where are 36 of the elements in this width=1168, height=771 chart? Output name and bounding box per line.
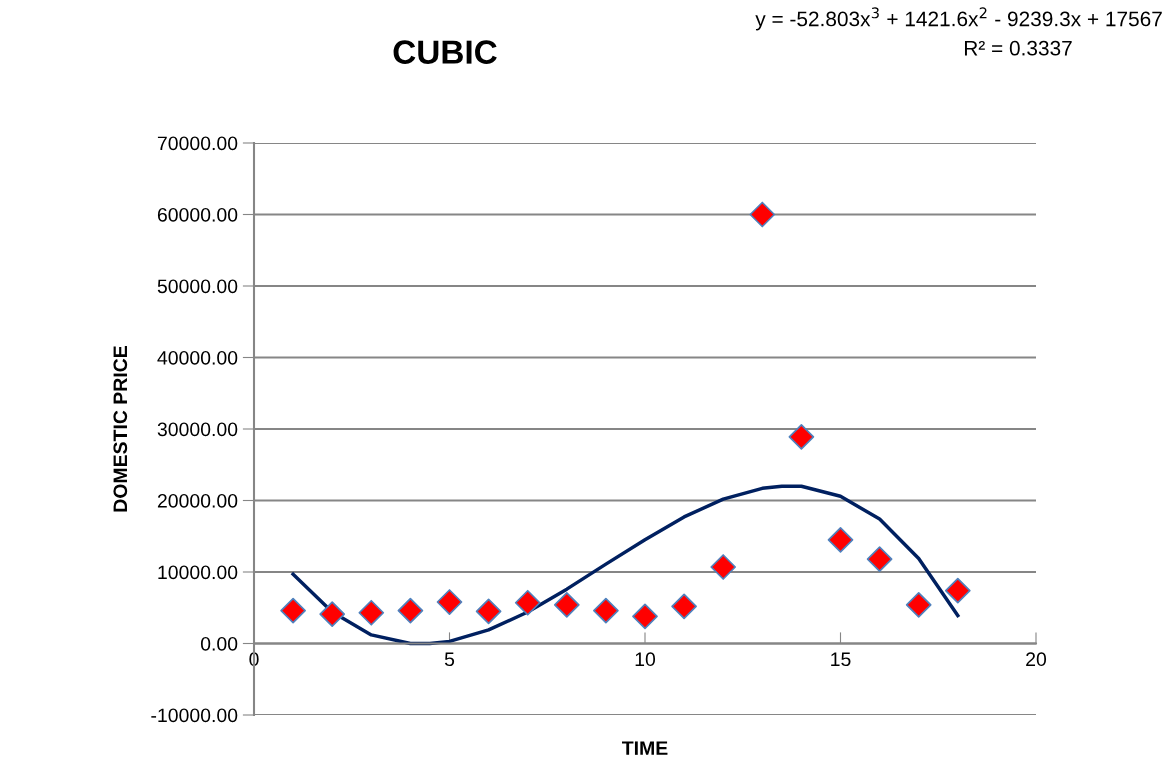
- x-tick-label: 10: [635, 652, 656, 667]
- point: [710, 554, 737, 580]
- point: [866, 546, 893, 572]
- x-tick-label: 5: [444, 652, 455, 667]
- point: [632, 603, 658, 630]
- point: [553, 592, 580, 618]
- point: [280, 597, 306, 624]
- point: [593, 597, 619, 624]
- chart-title: CUBIC: [393, 40, 497, 64]
- y-tick-label: 30000.00: [157, 422, 238, 437]
- point: [827, 526, 854, 553]
- text: R² = 0.3337: [964, 40, 1072, 56]
- text: y = -52.803x$^{3}$ + 1421.6x$^{2}$ - 9239.3x + 17567: [755, 7, 1162, 31]
- point: [436, 589, 463, 615]
- point: [514, 589, 541, 616]
- y-tick-label: 60000.00: [157, 207, 238, 222]
- point: [905, 592, 932, 618]
- point: [944, 577, 971, 604]
- point: [475, 598, 502, 625]
- y-tick-label: 50000.00: [157, 279, 238, 294]
- y-tick-label: 10000.00: [158, 565, 238, 580]
- point: [319, 601, 346, 628]
- y-tick-label: 0.00: [200, 636, 238, 651]
- y-tick-label: 40000.00: [157, 350, 238, 365]
- point: [671, 593, 697, 620]
- x-axis-title: TIME: [622, 741, 668, 755]
- point: [358, 599, 385, 626]
- point: [749, 201, 776, 228]
- point: [788, 424, 815, 450]
- y-tick-label: 20000.00: [157, 493, 238, 508]
- x-tick-label: 20: [1026, 652, 1047, 667]
- point: [397, 597, 424, 624]
- x-tick-label: 15: [831, 652, 851, 667]
- y-tick-label: 70000.00: [157, 136, 238, 151]
- y-tick-label: -10000.00: [151, 708, 238, 723]
- y-axis-title: DOMESTIC PRICE: [113, 346, 128, 512]
